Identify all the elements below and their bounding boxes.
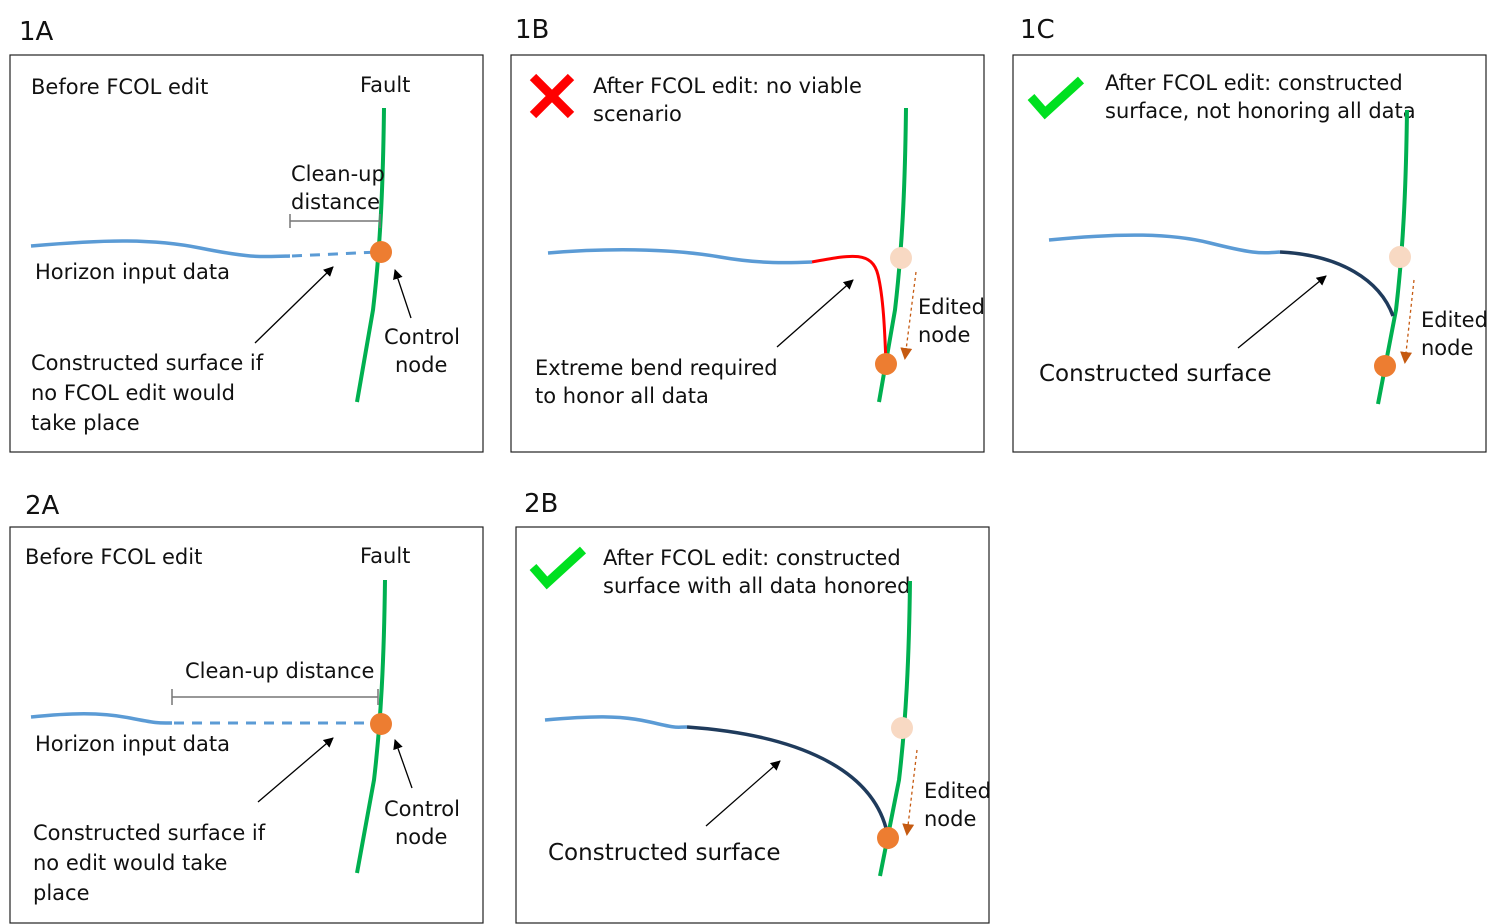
control-node bbox=[370, 713, 392, 735]
horizon-line bbox=[30, 239, 291, 259]
horizon-line bbox=[547, 248, 813, 265]
panel-title: surface, not honoring all data bbox=[1105, 99, 1416, 123]
edited-label: Edited bbox=[924, 779, 991, 803]
constructed-surface-line bbox=[1279, 250, 1395, 317]
edited-label: node bbox=[924, 807, 976, 831]
constructed-label: Constructed surface bbox=[1039, 361, 1271, 387]
fault-label: Fault bbox=[360, 544, 410, 568]
arrow bbox=[254, 266, 334, 344]
bend-label: Extreme bend required bbox=[535, 356, 778, 380]
panel-title: scenario bbox=[593, 102, 682, 126]
panel-title: Before FCOL edit bbox=[25, 545, 202, 569]
cleanup-bracket bbox=[171, 689, 379, 705]
constructed-surface-line bbox=[686, 725, 888, 829]
constructed-dashed-line bbox=[291, 250, 379, 258]
cleanup-label: Clean-up distance bbox=[185, 659, 374, 683]
node-move-arrow bbox=[902, 749, 918, 836]
arrow bbox=[393, 269, 412, 319]
edited-node bbox=[1374, 355, 1396, 377]
control-label: node bbox=[395, 825, 447, 849]
constructed-label: Constructed surface if bbox=[31, 351, 264, 375]
edited-label: node bbox=[1421, 336, 1473, 360]
panel-label: 2B bbox=[524, 489, 558, 519]
panel-title: After FCOL edit: constructed bbox=[603, 546, 901, 570]
check-icon bbox=[529, 546, 587, 590]
panel-1c: 1C After FCOL edit: constructed surface,… bbox=[1012, 15, 1488, 453]
arrow bbox=[1237, 275, 1327, 349]
control-label: node bbox=[395, 353, 447, 377]
cleanup-bracket bbox=[289, 214, 381, 228]
fault-line bbox=[355, 579, 387, 874]
fault-line bbox=[1376, 109, 1409, 405]
horizon-line bbox=[30, 712, 173, 725]
node-move-arrow bbox=[900, 271, 917, 360]
control-label: Control bbox=[384, 797, 460, 821]
fault-line bbox=[878, 580, 912, 877]
panel-1b: 1B After FCOL edit: no viable scenario E… bbox=[510, 15, 985, 453]
panel-1a: 1A Before FCOL edit Fault Clean-up dista… bbox=[9, 17, 484, 453]
panel-title: After FCOL edit: no viable bbox=[593, 74, 862, 98]
node-move-arrow bbox=[1400, 279, 1415, 364]
panel-label: 1C bbox=[1020, 15, 1055, 45]
edited-label: node bbox=[918, 323, 970, 347]
panel-title: surface with all data honored bbox=[603, 574, 910, 598]
extreme-bend-line bbox=[811, 254, 888, 365]
cleanup-label: Clean-up bbox=[291, 162, 385, 186]
cross-icon bbox=[529, 73, 575, 119]
panel-2b: 2B After FCOL edit: constructed surface … bbox=[515, 489, 991, 924]
edited-label: Edited bbox=[1421, 308, 1488, 332]
edited-node bbox=[875, 353, 897, 375]
panel-title: Before FCOL edit bbox=[31, 75, 208, 99]
arrow bbox=[776, 279, 854, 348]
panel-label: 1A bbox=[19, 17, 54, 47]
edited-node bbox=[877, 827, 899, 849]
constructed-label: no edit would take bbox=[33, 851, 227, 875]
panel-frame bbox=[9, 54, 484, 453]
arrow bbox=[705, 760, 781, 827]
panel-label: 1B bbox=[515, 15, 549, 45]
control-label: Control bbox=[384, 325, 460, 349]
constructed-label: place bbox=[33, 881, 90, 905]
horizon-label: Horizon input data bbox=[35, 260, 230, 284]
bend-label: to honor all data bbox=[535, 384, 709, 408]
check-icon bbox=[1027, 76, 1085, 120]
fault-line bbox=[877, 107, 908, 403]
panel-frame bbox=[9, 526, 484, 924]
horizon-label: Horizon input data bbox=[35, 732, 230, 756]
arrow bbox=[257, 737, 334, 803]
fault-label: Fault bbox=[360, 73, 410, 97]
constructed-label: no FCOL edit would bbox=[31, 381, 235, 405]
original-node bbox=[890, 247, 912, 269]
panel-2a: 2A Before FCOL edit Fault Clean-up dista… bbox=[9, 491, 484, 924]
panel-label: 2A bbox=[25, 491, 60, 521]
horizon-line bbox=[544, 715, 688, 730]
original-node bbox=[891, 717, 913, 739]
edited-label: Edited bbox=[918, 295, 985, 319]
cleanup-label: distance bbox=[291, 190, 380, 214]
constructed-label: Constructed surface if bbox=[33, 821, 266, 845]
control-node bbox=[370, 241, 392, 263]
horizon-line bbox=[1048, 233, 1281, 255]
panel-title: After FCOL edit: constructed bbox=[1105, 71, 1403, 95]
constructed-label: Constructed surface bbox=[548, 840, 780, 866]
constructed-label: take place bbox=[31, 411, 140, 435]
original-node bbox=[1389, 246, 1411, 268]
arrow bbox=[393, 739, 413, 789]
